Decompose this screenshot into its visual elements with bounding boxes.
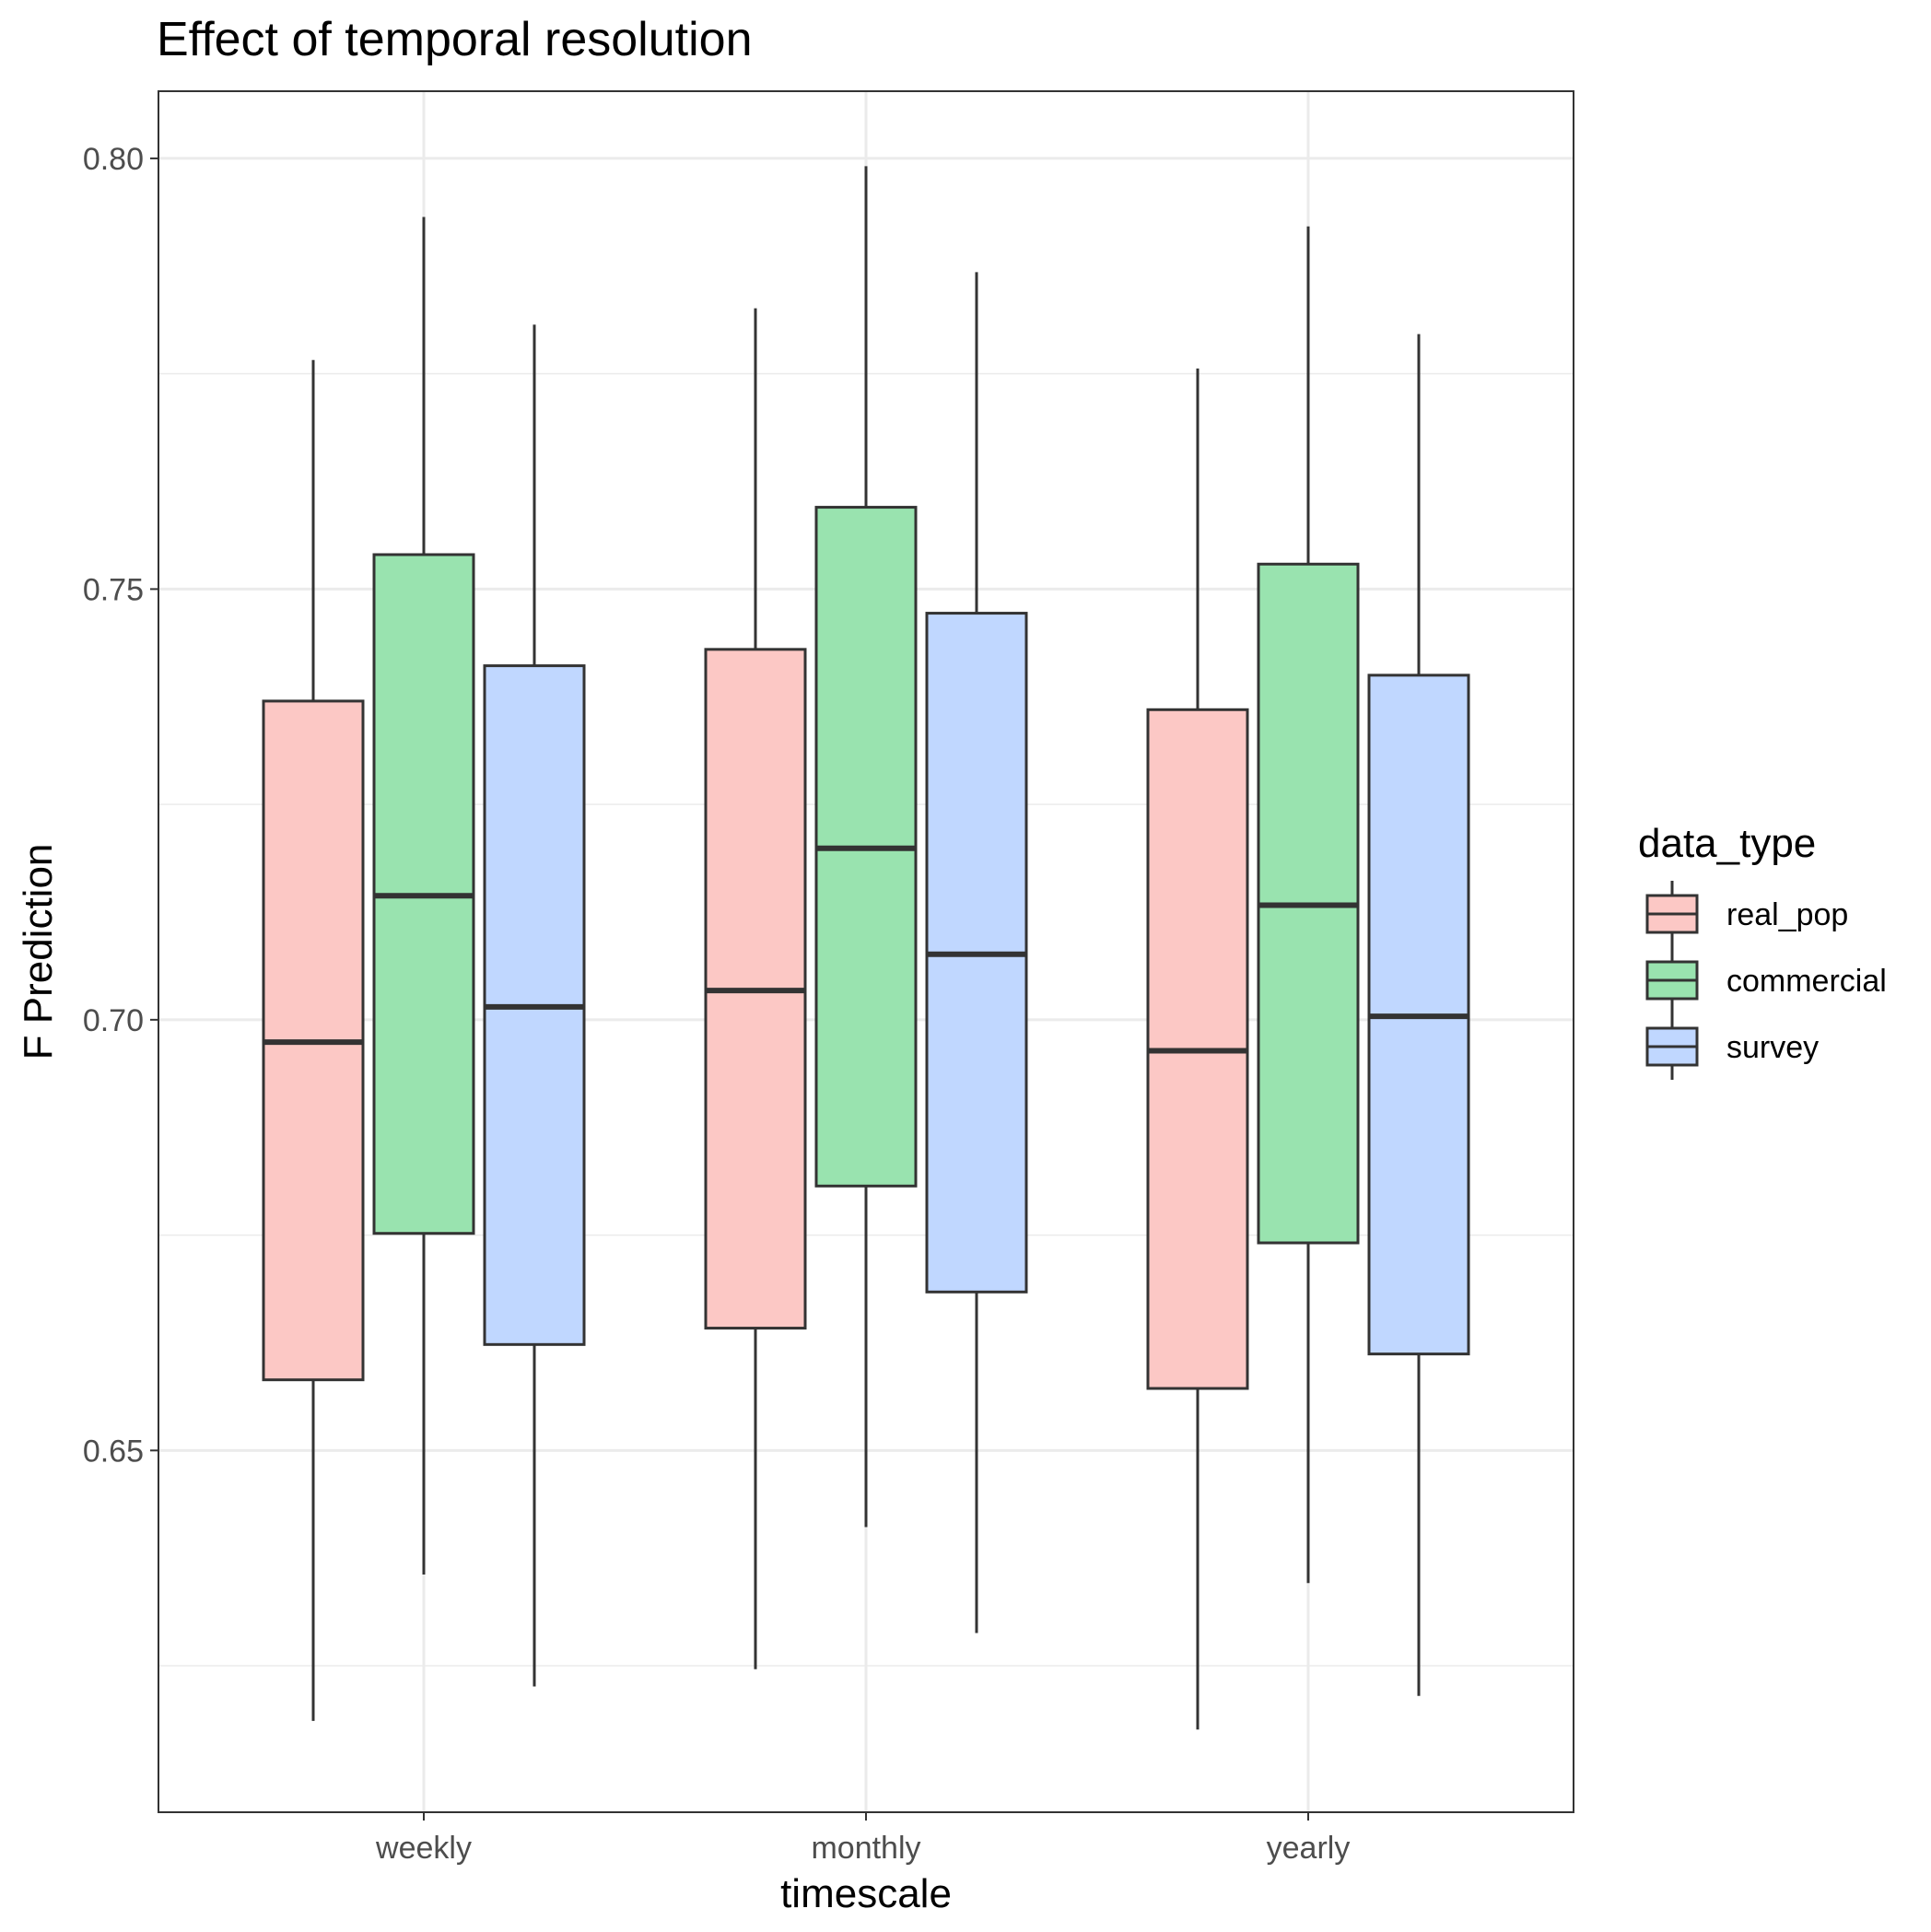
legend: data_type real_pop commercial survey: [1638, 821, 1887, 1080]
y-tick-label: 0.65: [83, 1434, 144, 1469]
legend-label: survey: [1726, 1030, 1819, 1065]
legend-label: commercial: [1726, 964, 1887, 999]
y-tick-label: 0.80: [83, 142, 144, 177]
x-tick-label: monthly: [811, 1831, 920, 1866]
axes: 0.65 0.70 0.75 0.80 weekly monthly yearly: [83, 142, 1351, 1866]
chart-title: Effect of temporal resolution: [157, 13, 753, 66]
legend-title: data_type: [1638, 821, 1816, 866]
x-tick-label: yearly: [1267, 1831, 1351, 1866]
y-axis-title: F Prediction: [16, 844, 61, 1060]
y-tick-label: 0.70: [83, 1003, 144, 1038]
legend-label: real_pop: [1726, 897, 1848, 932]
x-tick-label: weekly: [375, 1831, 472, 1866]
x-axis-title: timescale: [780, 1871, 952, 1916]
boxes: [262, 166, 1470, 1730]
y-tick-label: 0.75: [83, 572, 144, 607]
